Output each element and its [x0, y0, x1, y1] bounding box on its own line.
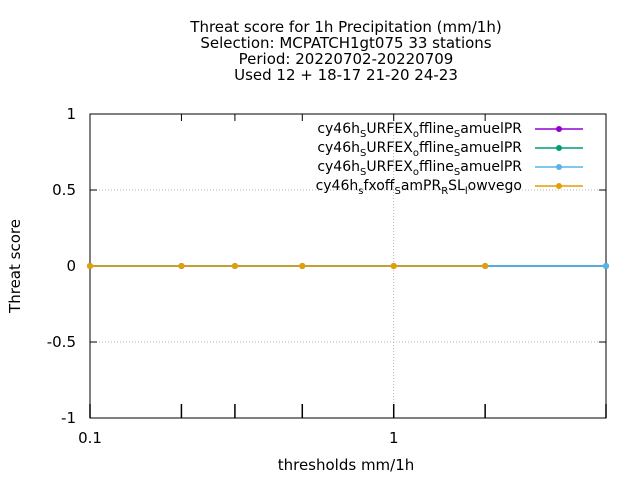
- legend-subscript: S: [360, 148, 366, 159]
- legend-entry: cy46hsfxoffSamPRRSLlowvego: [316, 178, 583, 197]
- legend-text: cy46h: [317, 159, 360, 175]
- x-tick-label: 0.1: [78, 429, 102, 447]
- series-4: [87, 263, 489, 269]
- legend-swatch-point: [556, 126, 562, 132]
- legend-entry: cy46hSURFEXofflineSamuelPR: [317, 159, 583, 178]
- data-point: [390, 263, 397, 269]
- legend-label: cy46hSURFEXofflineSamuelPR: [317, 121, 522, 140]
- y-tick-label: -0.5: [47, 333, 76, 351]
- legend-text: amuelPR: [460, 140, 522, 156]
- legend-entry: cy46hSURFEXofflineSamuelPR: [317, 140, 583, 159]
- legend-text: URFEX: [366, 159, 413, 175]
- series: [87, 263, 609, 269]
- legend-subscript: S: [454, 148, 460, 159]
- legend-text: amuelPR: [460, 121, 522, 137]
- x-tick-label: 1: [389, 429, 399, 447]
- y-tick-label: -1: [61, 409, 76, 427]
- legend-subscript: l: [465, 186, 468, 197]
- legend-subscript: s: [358, 186, 363, 197]
- y-tick-label: 1: [66, 105, 76, 123]
- data-point: [87, 263, 93, 269]
- legend-text: URFEX: [366, 121, 413, 137]
- legend-subscript: o: [413, 148, 419, 159]
- data-point: [482, 263, 489, 269]
- legend-subscript: S: [360, 167, 366, 178]
- title-line: Selection: MCPATCH1gt075 33 stations: [200, 34, 491, 52]
- legend-swatch-point: [556, 183, 562, 189]
- chart-title: Threat score for 1h Precipitation (mm/1h…: [189, 18, 501, 84]
- legend-subscript: S: [454, 167, 460, 178]
- legend-text: SL: [448, 178, 465, 194]
- legend-subscript: S: [454, 129, 460, 140]
- legend-text: owvego: [468, 178, 522, 194]
- legend-text: fxoff: [363, 178, 394, 194]
- legend-subscript: S: [360, 129, 366, 140]
- legend-text: amuelPR: [460, 159, 522, 175]
- legend-text: ffline: [419, 159, 454, 175]
- x-axis-label: thresholds mm/1h: [278, 456, 415, 474]
- legend-label: cy46hSURFEXofflineSamuelPR: [317, 159, 522, 178]
- legend-entry: cy46hSURFEXofflineSamuelPR: [317, 121, 583, 140]
- legend-text: cy46h: [317, 121, 360, 137]
- legend-subscript: o: [413, 129, 419, 140]
- legend-text: ffline: [419, 140, 454, 156]
- legend-swatch-point: [556, 164, 562, 170]
- y-tick-label: 0: [66, 257, 76, 275]
- axis-ticks: 1 0.5 0 -0.5 -10.1 1: [47, 105, 607, 447]
- y-axis-label: Threat score: [6, 219, 24, 314]
- legend-text: ffline: [419, 121, 454, 137]
- legend-text: URFEX: [366, 140, 413, 156]
- legend-text: cy46h: [316, 178, 359, 194]
- data-point: [603, 263, 609, 269]
- legend-text: amPR: [401, 178, 442, 194]
- title-line: Used 12 + 18-17 21-20 24-23: [234, 66, 458, 84]
- y-tick-label: 0.5: [52, 181, 76, 199]
- title-line: Threat score for 1h Precipitation (mm/1h…: [189, 18, 501, 36]
- title-line: Period: 20220702-20220709: [239, 50, 454, 68]
- legend-subscript: S: [394, 186, 400, 197]
- legend: cy46hSURFEXofflineSamuelPRcy46hSURFEXoff…: [316, 121, 583, 197]
- legend-text: cy46h: [317, 140, 360, 156]
- data-point: [299, 263, 306, 269]
- legend-subscript: R: [441, 186, 448, 197]
- legend-label: cy46hSURFEXofflineSamuelPR: [317, 140, 522, 159]
- legend-swatch-point: [556, 145, 562, 151]
- legend-subscript: o: [413, 167, 419, 178]
- data-point: [178, 263, 185, 269]
- data-point: [231, 263, 238, 269]
- legend-label: cy46hsfxoffSamPRRSLlowvego: [316, 178, 522, 197]
